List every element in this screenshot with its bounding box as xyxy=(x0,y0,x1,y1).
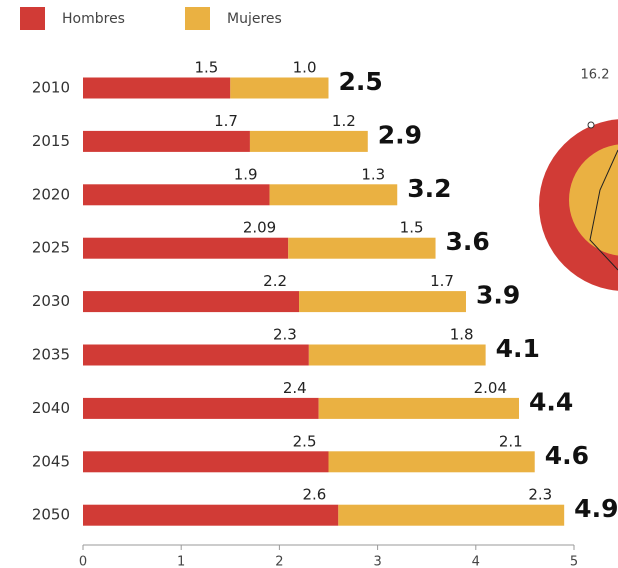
value-label: 1.7 xyxy=(430,272,454,290)
bar-segment xyxy=(269,184,398,206)
legend-label: Hombres xyxy=(62,11,125,27)
value-label: 2.09 xyxy=(243,219,276,237)
value-label: 1.0 xyxy=(293,59,317,77)
value-label: 2.04 xyxy=(474,379,507,397)
bar-segment xyxy=(83,77,231,99)
x-tick-label: 5 xyxy=(570,555,578,568)
total-label: 4.9 xyxy=(574,494,618,523)
bar-segment xyxy=(318,397,520,419)
value-label: 1.2 xyxy=(332,112,356,130)
value-label: 2.2 xyxy=(263,272,287,290)
y-tick-label: 2010 xyxy=(32,79,70,97)
total-label: 3.9 xyxy=(476,281,520,310)
y-tick-label: 2020 xyxy=(32,185,70,203)
total-label: 4.4 xyxy=(529,387,573,416)
legend-swatch xyxy=(20,7,45,30)
value-label: 2.3 xyxy=(528,486,552,504)
bar-segment xyxy=(338,504,565,526)
value-label: 2.4 xyxy=(283,379,307,397)
bar-segment xyxy=(83,291,300,313)
total-label: 4.6 xyxy=(545,441,589,470)
bar-segment xyxy=(83,451,329,473)
bar-segment xyxy=(288,237,436,259)
x-tick-label: 0 xyxy=(79,555,87,568)
y-tick-label: 2035 xyxy=(32,346,70,364)
x-tick-label: 4 xyxy=(472,555,480,568)
bar-segment xyxy=(83,397,319,419)
y-tick-label: 2015 xyxy=(32,132,70,150)
bar-segment xyxy=(230,77,329,99)
x-tick-label: 3 xyxy=(373,555,381,568)
bar-segment xyxy=(299,291,466,313)
total-label: 3.2 xyxy=(407,174,451,203)
bar-segment xyxy=(328,451,535,473)
value-label: 1.5 xyxy=(194,59,218,77)
bar-segment xyxy=(308,344,486,366)
bar-segment xyxy=(83,130,250,152)
total-label: 3.6 xyxy=(446,227,490,256)
value-label: 2.5 xyxy=(293,432,317,450)
value-label: 1.8 xyxy=(450,326,474,344)
value-label: 2.3 xyxy=(273,326,297,344)
value-label: 1.7 xyxy=(214,112,238,130)
donut-dot xyxy=(587,121,595,129)
bar-segment xyxy=(83,237,289,259)
bar-segment xyxy=(83,504,339,526)
bar-segment xyxy=(249,130,368,152)
bar-segment xyxy=(83,344,309,366)
y-tick-label: 2030 xyxy=(32,292,70,310)
value-label: 1.5 xyxy=(400,219,424,237)
y-tick-label: 2025 xyxy=(32,239,70,257)
bar-segment xyxy=(83,184,270,206)
y-tick-label: 2040 xyxy=(32,399,70,417)
legend-swatch xyxy=(185,7,210,30)
value-label: 2.1 xyxy=(499,432,523,450)
x-tick-label: 1 xyxy=(177,555,185,568)
value-label: 1.9 xyxy=(234,165,258,183)
value-label: 2.6 xyxy=(302,486,326,504)
total-label: 2.5 xyxy=(339,67,383,96)
y-tick-label: 2050 xyxy=(32,506,70,524)
y-tick-label: 2045 xyxy=(32,452,70,470)
annotation: 16.2 xyxy=(581,68,610,83)
donut-decoration xyxy=(539,119,618,291)
x-tick-label: 2 xyxy=(275,555,283,568)
total-label: 2.9 xyxy=(378,120,422,149)
donut-inner xyxy=(569,144,618,256)
value-label: 1.3 xyxy=(361,165,385,183)
legend-label: Mujeres xyxy=(227,11,282,27)
donut-line xyxy=(589,149,618,271)
total-label: 4.1 xyxy=(496,334,540,363)
